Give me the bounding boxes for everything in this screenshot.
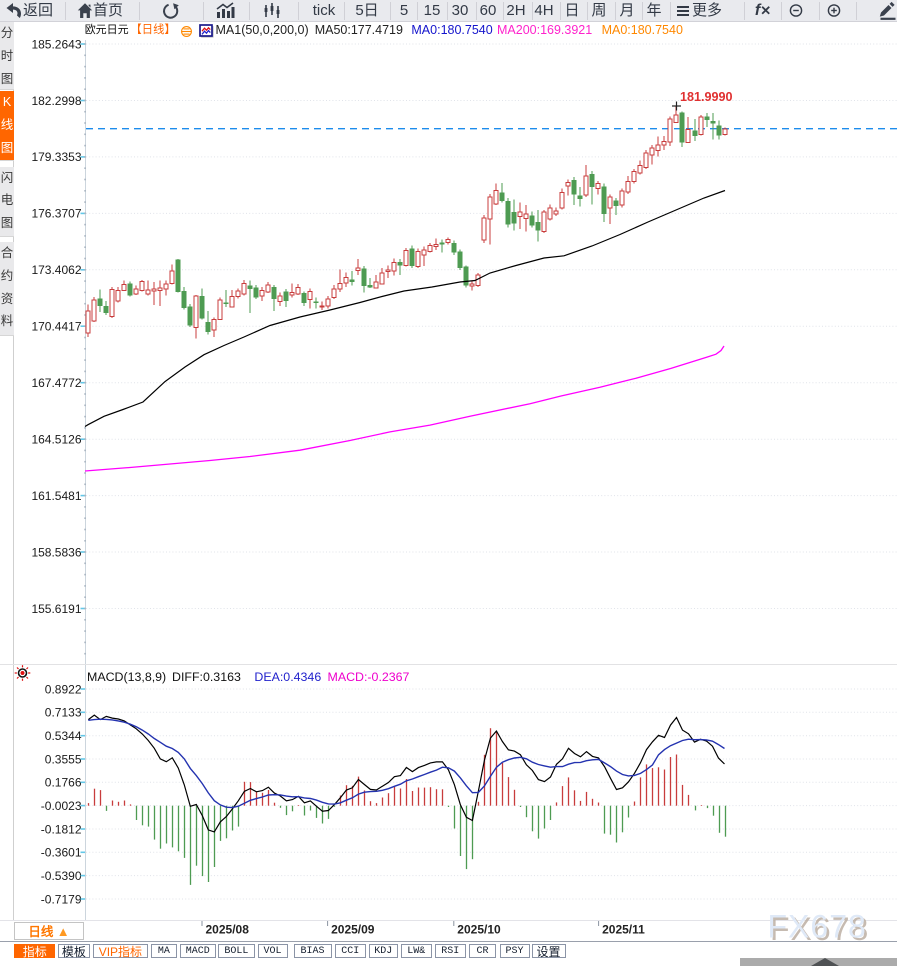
svg-text:181.9990: 181.9990 [680, 90, 733, 104]
svg-text:2025/09: 2025/09 [331, 923, 375, 937]
svg-text:-0.3601: -0.3601 [41, 846, 82, 860]
svg-text:-0.5390: -0.5390 [41, 869, 82, 883]
svg-text:DIFF:0.3163: DIFF:0.3163 [172, 670, 241, 684]
svg-text:2025/10: 2025/10 [457, 923, 501, 937]
svg-text:-0.1812: -0.1812 [41, 822, 82, 836]
svg-text:176.3707: 176.3707 [31, 207, 81, 221]
svg-text:155.6191: 155.6191 [31, 602, 81, 616]
svg-text:164.5126: 164.5126 [31, 433, 81, 447]
svg-text:-0.7179: -0.7179 [41, 892, 82, 906]
svg-text:MACD:-0.2367: MACD:-0.2367 [328, 670, 410, 684]
svg-text:0.1766: 0.1766 [45, 776, 82, 790]
svg-text:170.4417: 170.4417 [31, 320, 81, 334]
svg-text:0.5344: 0.5344 [45, 729, 82, 743]
svg-text:DEA:0.4346: DEA:0.4346 [254, 670, 321, 684]
svg-text:2025/11: 2025/11 [602, 923, 645, 937]
svg-text:2025/08: 2025/08 [206, 923, 250, 937]
svg-text:158.5836: 158.5836 [31, 545, 81, 559]
svg-text:0.7133: 0.7133 [45, 706, 82, 720]
svg-text:161.5481: 161.5481 [31, 489, 81, 503]
svg-text:182.2998: 182.2998 [31, 94, 81, 108]
svg-text:MACD(13,8,9): MACD(13,8,9) [87, 670, 166, 684]
svg-text:173.4062: 173.4062 [31, 263, 81, 277]
svg-text:FX678: FX678 [768, 909, 867, 945]
svg-text:0.3555: 0.3555 [45, 752, 82, 766]
svg-text:0.8922: 0.8922 [45, 682, 82, 696]
svg-text:179.3353: 179.3353 [31, 150, 81, 164]
svg-text:-0.0023: -0.0023 [41, 799, 82, 813]
svg-text:167.4772: 167.4772 [31, 376, 81, 390]
svg-text:185.2643: 185.2643 [31, 37, 81, 51]
